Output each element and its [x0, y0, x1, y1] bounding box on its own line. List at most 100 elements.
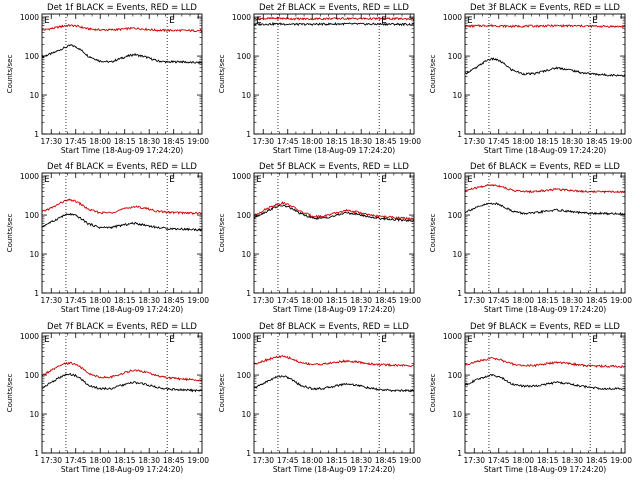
x-tick-label: 19:00: [399, 456, 421, 465]
plot-title: Det 8f BLACK = Events, RED = LLD: [259, 322, 409, 332]
marker-label-e: E: [381, 175, 387, 185]
detector-plot-panel: Det 3f BLACK = Events, RED = LLD Counts/s…: [429, 3, 632, 155]
x-tick-label: 17:45: [65, 296, 87, 305]
x-tick-label: 19:00: [399, 296, 421, 305]
marker-label-e: E: [467, 335, 473, 345]
marker-label-e: E: [169, 16, 175, 26]
plot-title: Det 7f BLACK = Events, RED = LLD: [47, 322, 197, 332]
x-tick-label: 18:15: [537, 456, 559, 465]
marker-label-e: E: [256, 335, 262, 345]
y-tick-label: 100: [25, 371, 40, 380]
x-tick-label: 19:00: [187, 296, 209, 305]
lld-series-line: [42, 361, 202, 382]
x-tick-label: 18:15: [537, 296, 559, 305]
x-tick-label: 18:00: [301, 456, 323, 465]
x-tick-label: 18:30: [138, 296, 160, 305]
x-tick-label: 17:45: [277, 137, 299, 146]
marker-label-e: E: [592, 175, 598, 185]
y-tick-label: 100: [448, 371, 463, 380]
x-tick-label: 18:00: [301, 137, 323, 146]
plot-title: Det 5f BLACK = Events, RED = LLD: [259, 162, 409, 172]
x-tick-label: 18:30: [561, 456, 583, 465]
x-tick-label: 18:45: [586, 456, 608, 465]
y-tick-label: 10: [452, 91, 462, 100]
y-tick-label: 1: [246, 289, 251, 298]
events-series-line: [254, 204, 414, 223]
x-tick-label: 18:15: [326, 137, 348, 146]
x-tick-label: 18:30: [138, 456, 160, 465]
x-tick-label: 18:45: [375, 137, 397, 146]
y-tick-label: 100: [25, 211, 40, 220]
x-tick-label: 19:00: [610, 456, 632, 465]
x-axis-label: Start Time (18-Aug-09 17:24:20): [61, 305, 183, 314]
x-tick-label: 18:30: [561, 137, 583, 146]
lld-series-line: [42, 198, 202, 215]
x-tick-label: 17:30: [40, 456, 62, 465]
plot-frame: [41, 332, 203, 454]
y-tick-label: 10: [452, 250, 462, 259]
x-axis-label: Start Time (18-Aug-09 17:24:20): [484, 146, 606, 155]
x-tick-label: 18:45: [375, 296, 397, 305]
y-tick-label: 10: [452, 410, 462, 419]
y-axis-label: Counts/sec: [429, 55, 437, 94]
y-tick-label: 1000: [443, 13, 462, 22]
marker-label-e: E: [592, 16, 598, 26]
y-tick-label: 10: [241, 410, 251, 419]
x-tick-label: 17:30: [463, 137, 485, 146]
x-axis-label: Start Time (18-Aug-09 17:24:20): [484, 465, 606, 474]
y-tick-label: 1: [34, 130, 39, 139]
y-axis-label: Counts/sec: [218, 55, 226, 94]
y-tick-label: 1: [457, 130, 462, 139]
lld-series-line: [465, 357, 625, 369]
detector-plot-panel: Det 2f BLACK = Events, RED = LLD Counts/s…: [218, 3, 421, 155]
y-tick-label: 1000: [20, 332, 39, 341]
events-series-line: [465, 202, 625, 216]
marker-label-e: E: [467, 16, 473, 26]
events-series-line: [42, 44, 202, 65]
y-axis-label: Counts/sec: [429, 374, 437, 413]
lld-series-line: [465, 184, 625, 194]
x-axis-label: Start Time (18-Aug-09 17:24:20): [273, 465, 395, 474]
x-tick-label: 18:00: [89, 456, 111, 465]
detector-plot-panel: Det 6f BLACK = Events, RED = LLD Counts/s…: [429, 162, 632, 314]
x-tick-label: 17:30: [252, 296, 274, 305]
y-tick-label: 1: [34, 449, 39, 458]
y-tick-label: 100: [448, 211, 463, 220]
x-tick-label: 17:30: [40, 137, 62, 146]
y-tick-label: 10: [241, 91, 251, 100]
x-tick-label: 17:30: [40, 296, 62, 305]
x-tick-label: 18:30: [138, 137, 160, 146]
x-axis-label: Start Time (18-Aug-09 17:24:20): [484, 305, 606, 314]
x-tick-label: 19:00: [399, 137, 421, 146]
lld-series-line: [254, 200, 414, 221]
plot-frame: [464, 332, 626, 454]
x-tick-label: 17:45: [65, 137, 87, 146]
x-tick-label: 18:15: [326, 296, 348, 305]
plot-title: Det 2f BLACK = Events, RED = LLD: [259, 3, 409, 13]
y-tick-label: 100: [25, 52, 40, 61]
detector-plot-panel: Det 8f BLACK = Events, RED = LLD Counts/s…: [218, 322, 421, 474]
x-tick-label: 18:15: [114, 137, 136, 146]
lld-series-line: [254, 354, 414, 368]
x-axis-label: Start Time (18-Aug-09 17:24:20): [61, 465, 183, 474]
x-tick-label: 18:30: [350, 456, 372, 465]
x-tick-label: 18:15: [114, 456, 136, 465]
x-tick-label: 17:45: [277, 456, 299, 465]
y-tick-label: 100: [237, 52, 252, 61]
plot-title: Det 1f BLACK = Events, RED = LLD: [47, 3, 197, 13]
x-tick-label: 17:30: [463, 296, 485, 305]
y-tick-label: 1000: [232, 332, 251, 341]
x-tick-label: 17:45: [488, 296, 510, 305]
plot-frame: [464, 13, 626, 135]
x-tick-label: 17:30: [463, 456, 485, 465]
y-tick-label: 1: [457, 289, 462, 298]
x-tick-label: 18:45: [586, 296, 608, 305]
x-tick-label: 18:00: [512, 456, 534, 465]
y-axis-label: Counts/sec: [218, 374, 226, 413]
events-series-line: [465, 374, 625, 391]
y-tick-label: 1000: [20, 172, 39, 181]
y-tick-label: 10: [29, 91, 39, 100]
lld-series-line: [42, 23, 202, 33]
y-axis-label: Counts/sec: [429, 214, 437, 253]
x-tick-label: 18:00: [512, 296, 534, 305]
